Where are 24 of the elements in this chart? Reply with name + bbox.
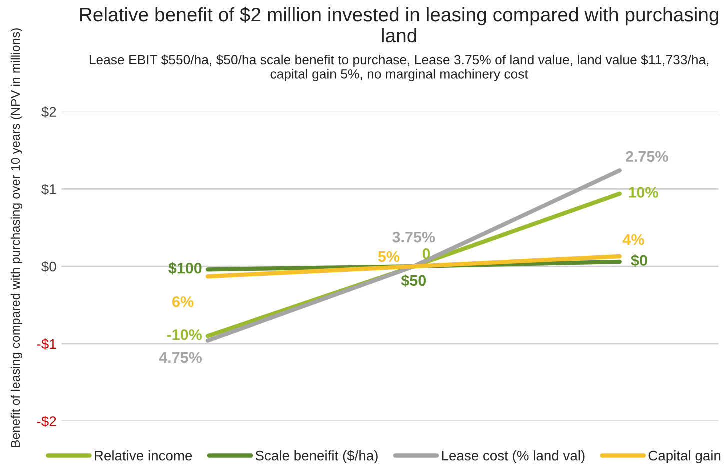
annotation: -10%	[167, 329, 202, 340]
legend-label: Relative income	[95, 450, 192, 461]
annotation: $50	[401, 274, 426, 288]
legend-label: Capital gain	[648, 450, 721, 464]
y-tick-label: -$1	[37, 338, 56, 350]
annotation: 2.75%	[626, 151, 668, 162]
annotation: 4%	[622, 234, 644, 246]
annotation: $0	[631, 254, 648, 268]
y-tick-label: $2	[42, 106, 56, 118]
annotation: 0	[422, 248, 430, 260]
y-tick-label: $1	[42, 184, 56, 196]
annotation: 5%	[378, 251, 400, 262]
annotation: $100	[168, 262, 202, 275]
annotation: 3.75%	[392, 232, 436, 243]
y-tick-label: -$2	[37, 416, 56, 428]
legend-label: Lease cost (% land val)	[442, 450, 585, 464]
y-axis-title: Benefit of leasing compared with purchasing over 10 years (NPV in millions)	[10, 28, 23, 448]
legend-label: Scale beneifit ($/ha)	[256, 450, 378, 464]
chart-title: Relative benefit of $2 million invested in leasing compared with purchasing land	[80, 7, 719, 43]
annotation: 6%	[172, 296, 194, 308]
y-tick-label: $0	[42, 261, 56, 273]
chart-subtitle: Lease EBIT $550/ha, $50/ha scale benefit to purchase, Lease 3.75% of land value, land value $11,733/ha, capital gain 5%, no marginal machinery cost	[90, 54, 709, 82]
annotation: 10%	[629, 187, 658, 198]
annotation: 4.75%	[159, 352, 202, 364]
